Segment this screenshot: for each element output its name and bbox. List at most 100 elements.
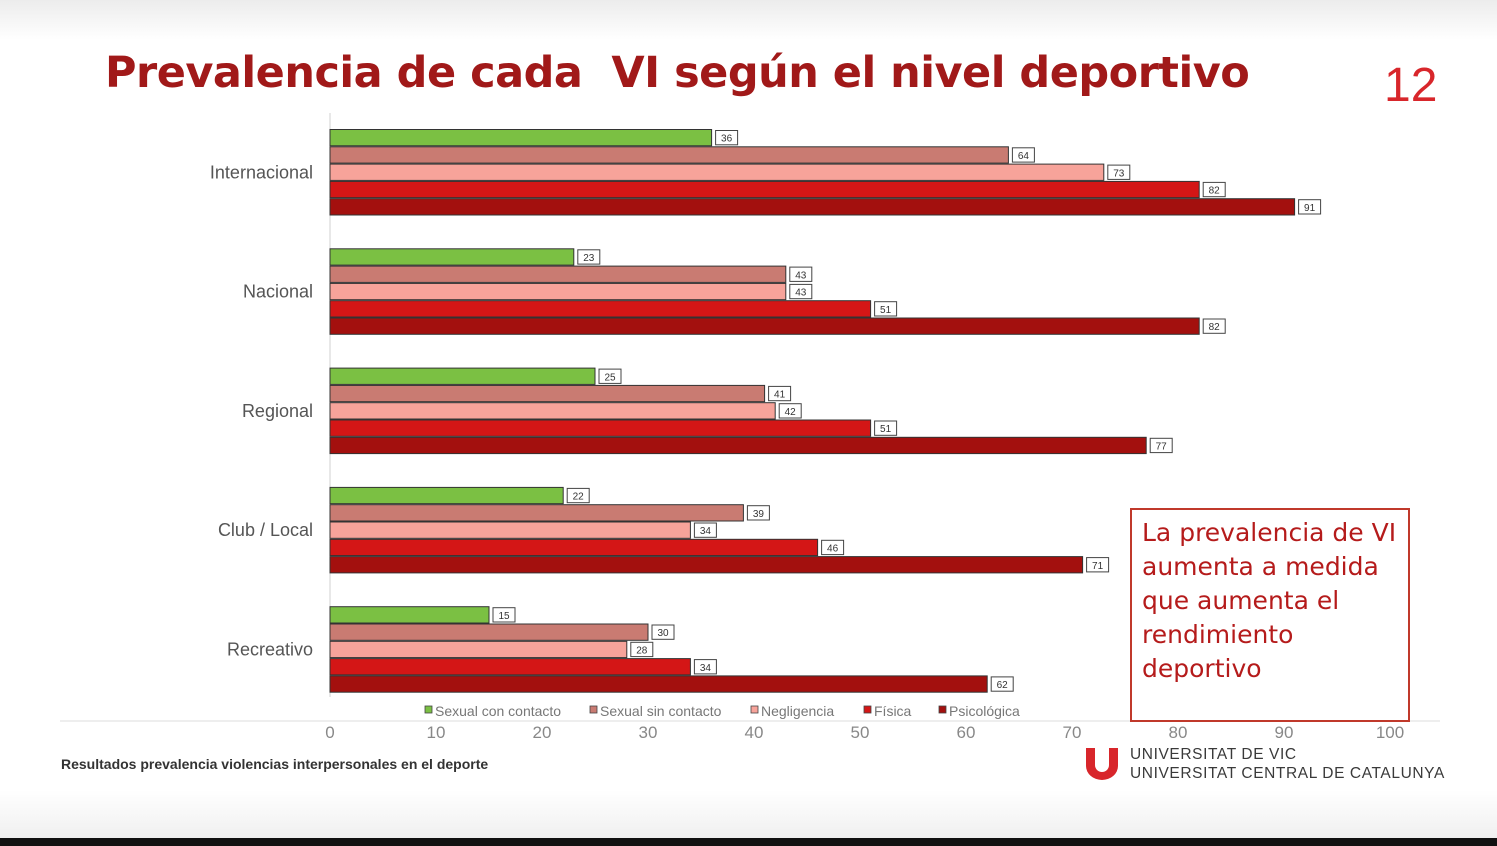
x-tick-label: 90 <box>1275 723 1294 742</box>
data-label: 34 <box>700 663 712 674</box>
data-label: 43 <box>795 288 807 299</box>
legend-swatch <box>938 705 947 714</box>
data-label: 51 <box>880 424 892 435</box>
data-label-box <box>990 676 1014 692</box>
data-label: 28 <box>636 645 648 656</box>
data-label-box <box>789 283 813 300</box>
bar <box>329 606 490 624</box>
bar <box>329 265 787 283</box>
bar <box>329 486 564 505</box>
bar <box>329 300 872 318</box>
data-label: 41 <box>774 390 786 401</box>
data-label: 46 <box>827 543 839 554</box>
bar <box>329 384 766 403</box>
bar <box>329 402 776 420</box>
data-label-box <box>746 505 770 521</box>
data-label: 73 <box>1113 168 1125 179</box>
x-tick-label: 60 <box>957 723 976 742</box>
bar <box>329 640 628 659</box>
x-tick-label: 10 <box>427 723 446 742</box>
data-label-box <box>598 368 622 384</box>
bar <box>329 198 1296 216</box>
data-label: 22 <box>573 492 585 503</box>
legend-swatch <box>424 705 433 714</box>
data-label: 64 <box>1018 151 1030 162</box>
bar <box>329 675 988 693</box>
legend-label: Negligencia <box>761 703 834 719</box>
data-label: 77 <box>1156 441 1168 452</box>
data-label-box <box>768 385 792 402</box>
bar <box>329 180 1200 199</box>
data-label-box <box>715 130 739 146</box>
footer-caption: Resultados prevalencia violencias interp… <box>61 756 489 772</box>
legend-label: Sexual sin contacto <box>600 703 722 719</box>
page-number: 12 <box>1384 59 1438 112</box>
legend-label: Psicológica <box>949 703 1020 719</box>
slide-title: Prevalencia de cada VI según el nivel de… <box>105 48 1250 98</box>
x-tick-label: 70 <box>1063 723 1082 742</box>
data-label-box <box>778 403 802 419</box>
university-u-logo-icon <box>1086 748 1118 780</box>
data-label-box <box>577 249 601 265</box>
x-tick-label: 0 <box>325 723 334 742</box>
bar <box>329 282 787 301</box>
x-tick-label: 100 <box>1376 723 1404 742</box>
x-tick-label: 20 <box>533 723 552 742</box>
data-label: 15 <box>498 611 510 622</box>
x-tick-label: 50 <box>851 723 870 742</box>
bar <box>329 419 872 437</box>
screen-bottom-edge <box>0 838 1497 846</box>
bar <box>329 163 1105 181</box>
data-label-box <box>492 607 516 623</box>
data-label-box <box>1202 181 1226 198</box>
data-label-box <box>1086 557 1110 573</box>
category-label: Nacional <box>243 282 313 302</box>
data-label-box <box>693 522 717 538</box>
data-label: 34 <box>700 526 712 537</box>
data-label: 30 <box>657 628 669 639</box>
data-label-box <box>566 487 590 504</box>
bar <box>329 367 596 385</box>
category-label: Regional <box>242 401 313 421</box>
bar <box>329 623 649 641</box>
data-label-box <box>1298 199 1322 215</box>
institution-name-line2: UNIVERSITAT CENTRAL DE CATALUNYA <box>1130 765 1445 782</box>
data-label-box <box>1107 164 1131 180</box>
bar <box>329 538 819 557</box>
bar <box>329 146 1009 164</box>
bar <box>329 504 744 522</box>
data-label-box <box>874 301 898 317</box>
data-label-box <box>630 641 654 658</box>
data-label: 25 <box>604 372 616 383</box>
data-label-box <box>789 266 813 282</box>
x-tick-label: 40 <box>745 723 764 742</box>
data-label-box <box>651 624 675 640</box>
callout-box: La prevalencia de VI aumenta a medida qu… <box>1130 508 1410 722</box>
data-label-box <box>1149 437 1173 454</box>
x-tick-label: 30 <box>639 723 658 742</box>
data-label: 36 <box>721 134 733 145</box>
data-label-box <box>1011 147 1035 163</box>
data-label-box <box>874 420 898 436</box>
data-label: 71 <box>1092 561 1104 572</box>
data-label: 42 <box>785 407 797 418</box>
data-label-box <box>821 539 845 556</box>
data-label: 23 <box>583 253 595 264</box>
data-label: 51 <box>880 305 892 316</box>
data-label-box <box>693 659 717 675</box>
legend-label: Sexual con contacto <box>435 703 561 719</box>
bar <box>329 556 1084 574</box>
category-label: Club / Local <box>218 520 313 540</box>
x-tick-label: 80 <box>1169 723 1188 742</box>
bar <box>329 317 1200 335</box>
bar <box>329 521 691 539</box>
data-label: 82 <box>1209 322 1221 333</box>
data-label: 62 <box>997 680 1009 691</box>
bar <box>329 436 1147 455</box>
bar <box>329 658 691 676</box>
bar <box>329 129 713 147</box>
legend-swatch <box>863 705 872 714</box>
institution-name-line1: UNIVERSITAT DE VIC <box>1130 746 1297 763</box>
data-label: 91 <box>1304 203 1316 214</box>
